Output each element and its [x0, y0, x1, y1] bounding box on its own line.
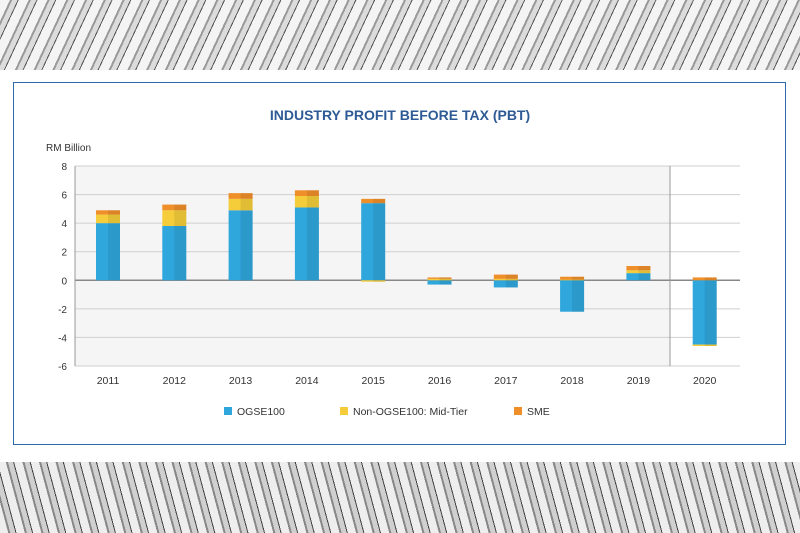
chart-title: INDUSTRY PROFIT BEFORE TAX (PBT)	[270, 107, 530, 123]
bar-shade	[108, 210, 120, 215]
bar-shade	[572, 279, 585, 281]
bar-shade	[373, 280, 386, 282]
bar-shade	[108, 214, 120, 224]
bar-ogse100-2015	[361, 203, 386, 281]
bar-shade	[174, 226, 187, 281]
x-tick-label: 2018	[560, 375, 584, 387]
bar-shade	[174, 210, 187, 226]
legend-label: Non-OGSE100: Mid-Tier	[353, 406, 468, 418]
bar-shade	[174, 204, 187, 211]
bar-non-ogse100-mid-tier-2015	[361, 280, 386, 282]
background-architecture-bottom	[0, 462, 800, 533]
legend-label: OGSE100	[237, 406, 285, 418]
background-architecture-top	[0, 0, 800, 70]
bar-ogse100-2012	[162, 226, 187, 281]
bar-shade	[638, 266, 651, 271]
bar-shade	[306, 190, 319, 196]
legend-swatch	[514, 407, 522, 415]
bar-sme-2014	[294, 190, 319, 196]
bar-sme-2016	[427, 277, 452, 279]
bar-ogse100-2018	[560, 280, 585, 312]
y-tick-label: 2	[61, 248, 67, 259]
bar-non-ogse100-mid-tier-2016	[427, 278, 452, 281]
bar-shade	[240, 210, 253, 281]
bar-non-ogse100-mid-tier-2014	[294, 196, 319, 208]
bar-sme-2019	[626, 266, 651, 271]
bar-sme-2012	[162, 204, 187, 211]
bar-non-ogse100-mid-tier-2013	[228, 198, 253, 211]
bar-sme-2018	[560, 276, 585, 280]
bar-non-ogse100-mid-tier-2011	[96, 214, 120, 224]
y-tick-label: 8	[61, 162, 67, 173]
bar-shade	[638, 273, 651, 281]
x-tick-label: 2011	[97, 375, 120, 387]
x-tick-label: 2013	[229, 375, 253, 387]
bar-ogse100-2014	[294, 207, 319, 281]
bar-shade	[704, 277, 717, 281]
bar-shade	[638, 270, 651, 274]
bar-sme-2020	[692, 277, 717, 281]
bar-ogse100-2017	[493, 280, 518, 288]
bar-shade	[704, 344, 717, 346]
bar-shade	[373, 203, 386, 281]
bar-shade	[240, 198, 253, 211]
bar-shade	[572, 280, 585, 312]
bar-shade	[572, 276, 585, 280]
bar-ogse100-2020	[692, 280, 717, 345]
bar-sme-2015	[361, 198, 386, 204]
bar-sme-2013	[228, 193, 253, 199]
bar-shade	[108, 223, 120, 281]
y-axis-label: RM Billion	[46, 143, 91, 154]
bar-shade	[439, 278, 452, 281]
bar-shade	[439, 280, 452, 285]
x-tick-label: 2016	[428, 375, 452, 387]
bar-shade	[306, 207, 319, 281]
bar-non-ogse100-mid-tier-2017	[493, 278, 518, 281]
bar-non-ogse100-mid-tier-2019	[626, 270, 651, 274]
bar-ogse100-2013	[228, 210, 253, 281]
y-tick-label: 0	[61, 276, 67, 287]
bar-shade	[240, 193, 253, 199]
bar-non-ogse100-mid-tier-2012	[162, 210, 187, 226]
x-tick-label: 2012	[163, 375, 187, 387]
y-tick-label: -2	[58, 305, 67, 316]
bar-ogse100-2011	[96, 223, 120, 281]
y-tick-label: -4	[58, 333, 67, 344]
x-tick-label: 2015	[362, 375, 386, 387]
x-tick-label: 2020	[693, 375, 717, 387]
y-tick-label: 4	[61, 219, 67, 230]
bar-shade	[373, 198, 386, 204]
legend-swatch	[340, 407, 348, 415]
y-tick-label: -6	[58, 362, 67, 373]
legend-label: SME	[527, 406, 550, 418]
bar-ogse100-2016	[427, 280, 452, 285]
bar-sme-2017	[493, 274, 518, 279]
bar-shade	[704, 280, 717, 345]
bar-shade	[439, 277, 452, 279]
bar-sme-2011	[96, 210, 120, 215]
bar-shade	[505, 280, 518, 288]
bar-shade	[505, 274, 518, 279]
x-tick-label: 2019	[627, 375, 651, 387]
bar-non-ogse100-mid-tier-2018	[560, 279, 585, 281]
x-tick-label: 2017	[494, 375, 518, 387]
bar-shade	[306, 196, 319, 208]
x-tick-label: 2014	[295, 375, 319, 387]
bar-ogse100-2019	[626, 273, 651, 281]
bar-shade	[505, 278, 518, 281]
legend-swatch	[224, 407, 232, 415]
y-tick-label: 6	[61, 191, 67, 202]
bar-non-ogse100-mid-tier-2020	[692, 344, 717, 346]
